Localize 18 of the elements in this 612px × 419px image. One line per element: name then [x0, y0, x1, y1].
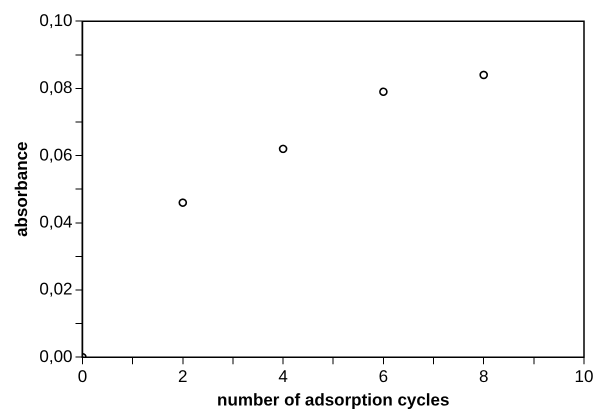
- y-tick-label: 0,08: [39, 78, 72, 98]
- y-tick-label: 0,00: [39, 346, 72, 366]
- y-axis-title: absorbance: [12, 141, 31, 237]
- point: [479, 70, 488, 80]
- x-tick-label: 0: [78, 367, 88, 386]
- x-tick-label: 10: [574, 367, 594, 386]
- point: [379, 87, 388, 96]
- point: [178, 198, 188, 207]
- x-tick-label: 8: [478, 367, 488, 386]
- x-tick-label: 2: [178, 367, 188, 386]
- y-tick-label: 0,06: [39, 145, 72, 164]
- y-tick-label: 0,02: [39, 280, 72, 299]
- x-tick-label: 6: [378, 367, 388, 386]
- x-axis-title: number of adsorption cycles: [217, 390, 450, 410]
- x-tick-label: 4: [278, 367, 288, 386]
- y-tick-label: 0,04: [39, 212, 72, 232]
- y-tick-label: 0,10: [39, 10, 72, 30]
- point: [278, 144, 288, 154]
